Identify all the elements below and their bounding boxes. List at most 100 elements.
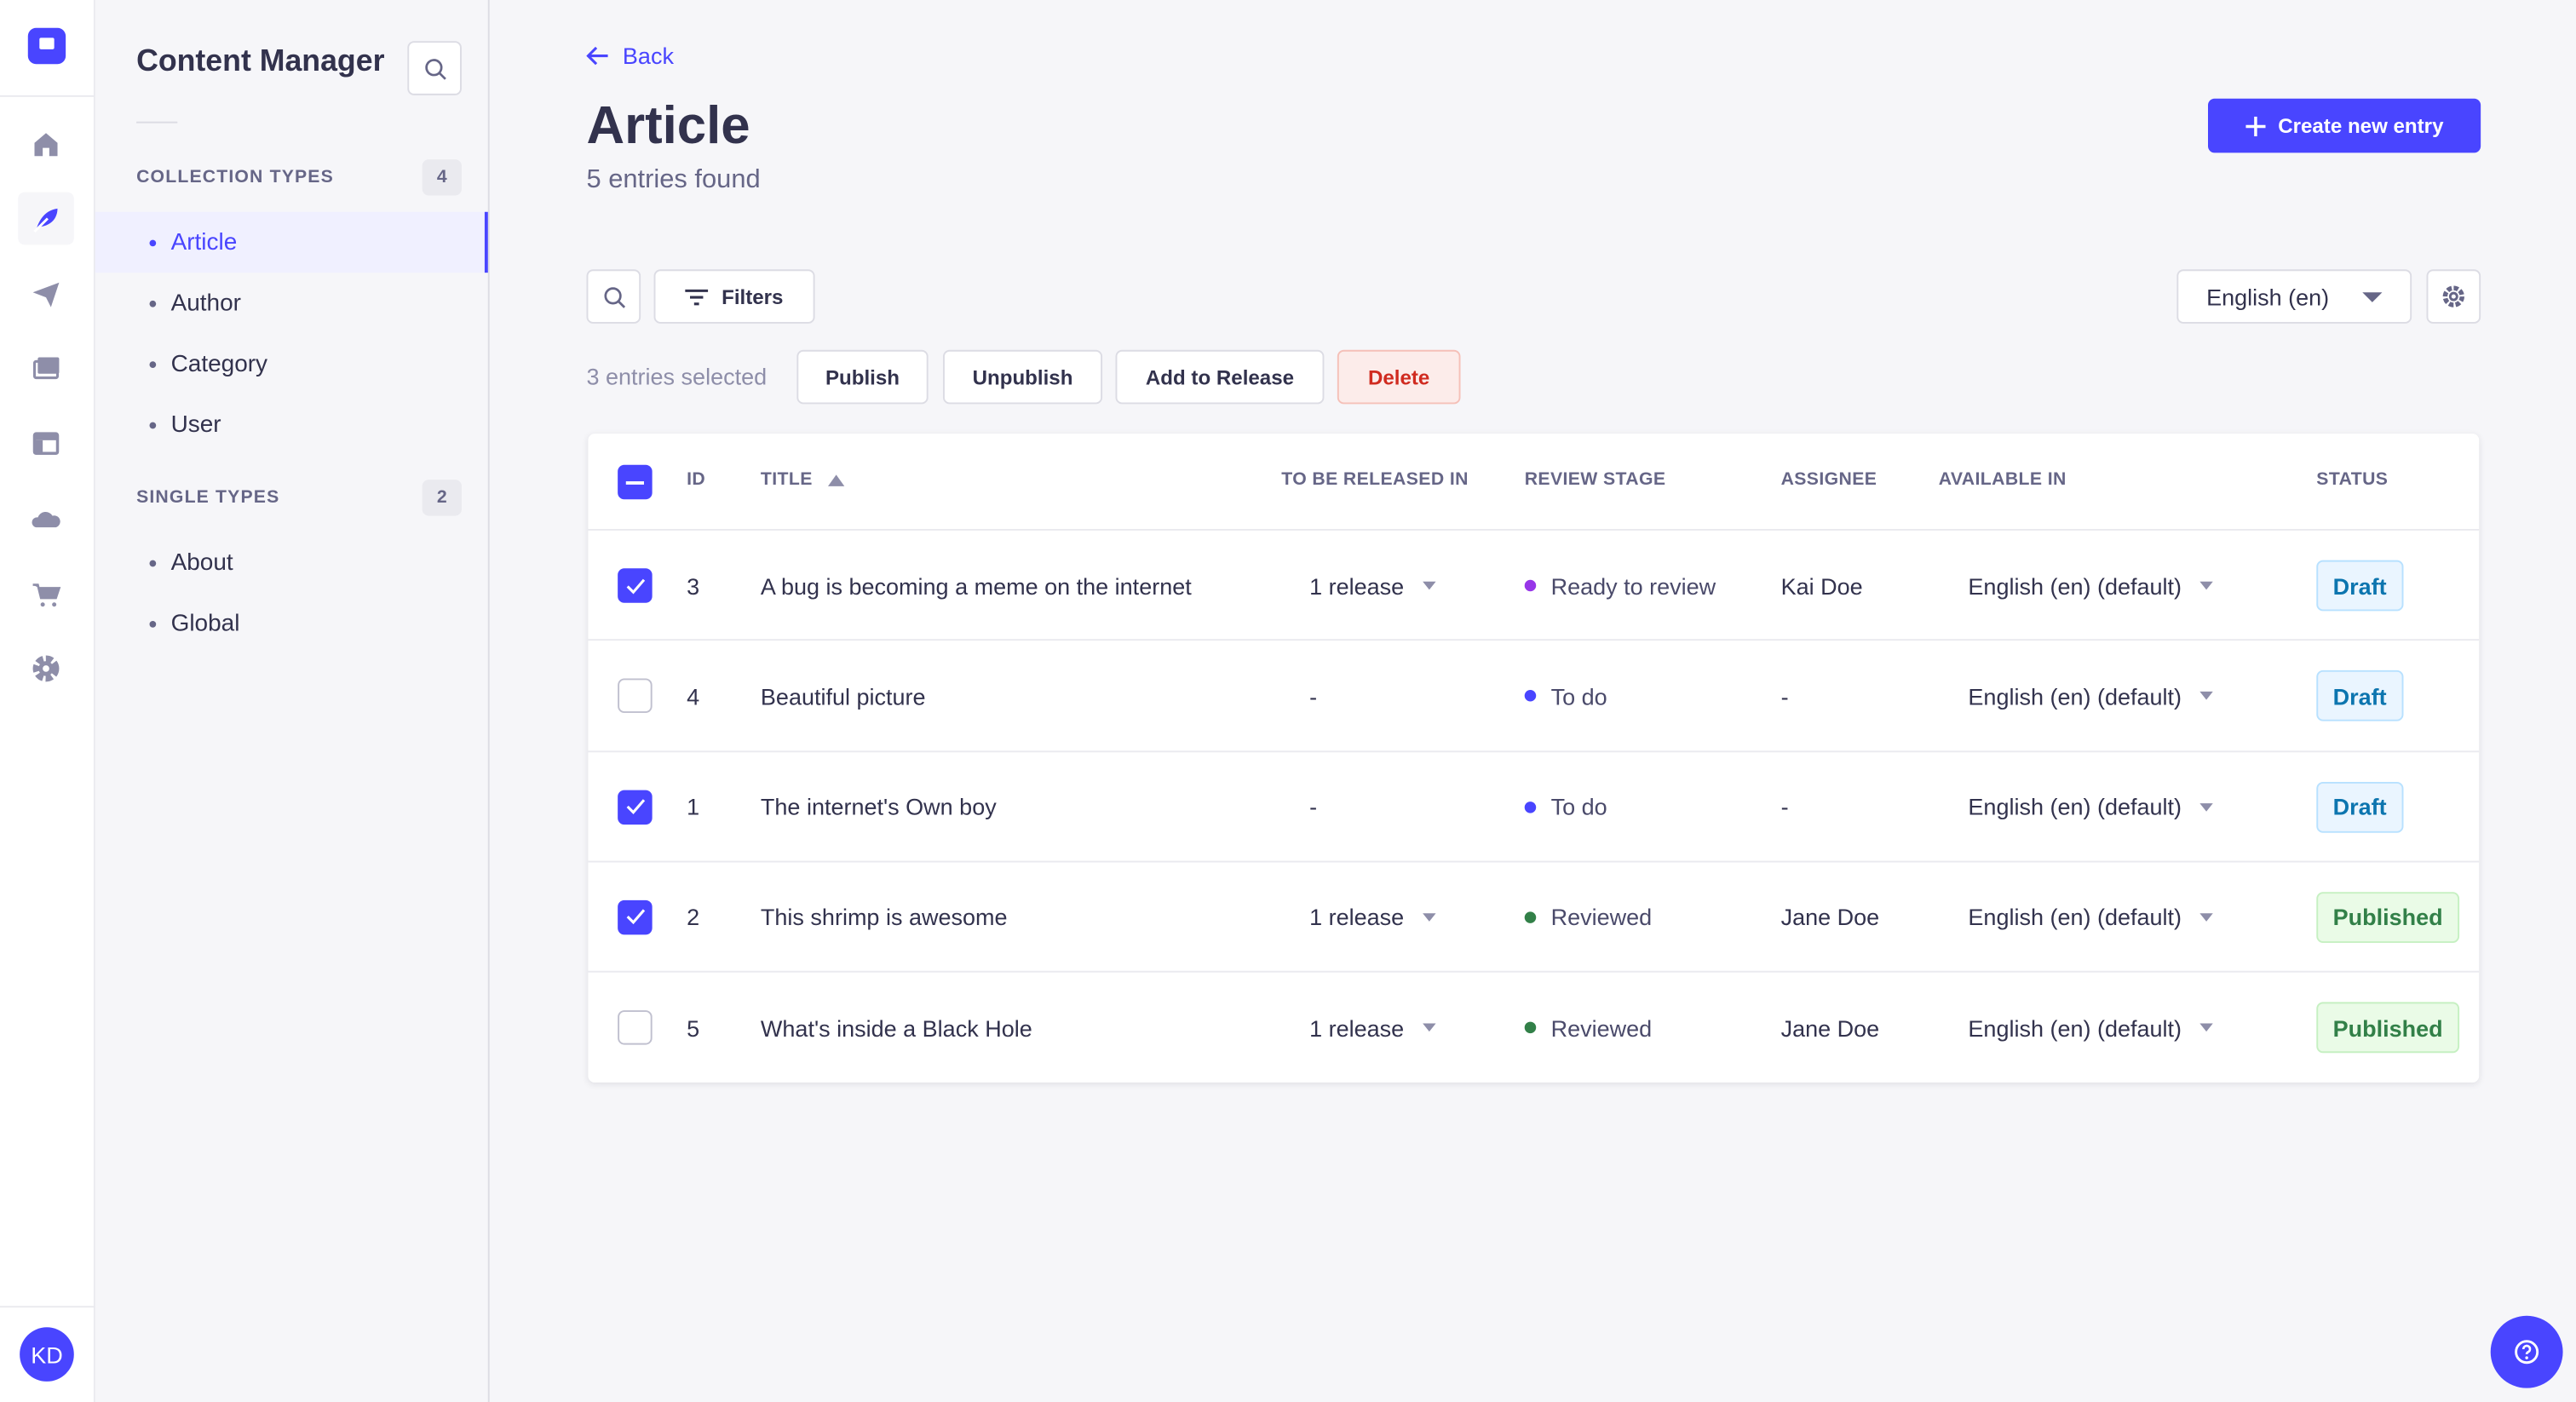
stage-label: Reviewed	[1550, 1014, 1653, 1042]
cell-review-stage: Reviewed	[1524, 862, 1652, 972]
delete-button[interactable]: Delete	[1337, 349, 1461, 405]
chevron-down-icon	[1422, 913, 1435, 922]
table-row[interactable]: 2 This shrimp is awesome 1 release Revie…	[588, 860, 2480, 972]
chevron-down-icon	[2199, 913, 2213, 922]
stage-label: Ready to review	[1550, 572, 1716, 599]
chevron-down-icon	[2199, 802, 2213, 811]
cell-title: What's inside a Black Hole	[760, 1014, 1032, 1042]
stage-dot	[1524, 579, 1537, 592]
nav-settings[interactable]	[18, 642, 74, 695]
content-manager-sidebar: Content Manager COLLECTION TYPES 4 Artic…	[95, 0, 490, 1402]
table-row[interactable]: 5 What's inside a Black Hole 1 release R…	[588, 971, 2480, 1083]
cell-release[interactable]: 1 release	[1309, 862, 1435, 972]
stage-label: To do	[1550, 682, 1607, 710]
release-value: -	[1309, 793, 1318, 820]
column-assignee[interactable]: ASSIGNEE	[1780, 469, 1877, 490]
available-value: English (en) (default)	[1968, 793, 2182, 820]
single-types-count: 2	[422, 480, 462, 516]
chevron-down-icon	[2199, 692, 2213, 701]
nav-releases[interactable]	[18, 267, 74, 320]
back-label: Back	[622, 43, 674, 69]
cell-release[interactable]: 1 release	[1309, 973, 1435, 1083]
nav-home[interactable]	[18, 118, 74, 171]
column-review-stage[interactable]: REVIEW STAGE	[1524, 469, 1666, 490]
cell-title: This shrimp is awesome	[760, 904, 1008, 931]
cell-available-in[interactable]: English (en) (default)	[1968, 862, 2213, 972]
releases-icon	[32, 282, 60, 307]
sidebar-item-author[interactable]: Author	[95, 273, 488, 334]
row-checkbox[interactable]	[618, 1010, 653, 1045]
sidebar-item-category[interactable]: Category	[95, 335, 488, 395]
search-icon	[603, 286, 625, 307]
table-row[interactable]: 1 The internet's Own boy - To do - Engli…	[588, 750, 2480, 862]
cell-assignee: -	[1780, 793, 1789, 820]
cell-available-in[interactable]: English (en) (default)	[1968, 641, 2213, 751]
list-settings-button[interactable]	[2426, 269, 2481, 324]
stage-label: To do	[1550, 793, 1607, 820]
cell-status: Draft	[2316, 641, 2403, 751]
bullet	[149, 238, 157, 246]
back-link[interactable]: Back	[586, 43, 674, 69]
avatar[interactable]: KD	[20, 1327, 74, 1382]
locale-select[interactable]: English (en)	[2176, 269, 2412, 324]
cell-id: 5	[687, 1014, 700, 1042]
cell-available-in[interactable]: English (en) (default)	[1968, 752, 2213, 862]
nav-media-library[interactable]	[18, 342, 74, 394]
nav-marketplace[interactable]	[18, 568, 74, 621]
publish-button[interactable]: Publish	[796, 349, 929, 405]
row-checkbox[interactable]	[618, 789, 653, 825]
select-all-checkbox[interactable]	[618, 464, 653, 500]
filters-button[interactable]: Filters	[653, 269, 815, 324]
cell-assignee: Jane Doe	[1780, 904, 1880, 931]
cell-release[interactable]: 1 release	[1309, 531, 1435, 641]
table-row[interactable]: 3 A bug is becoming a meme on the intern…	[588, 528, 2480, 641]
stage-dot	[1524, 801, 1537, 813]
sidebar-item-label: Author	[170, 290, 241, 317]
cell-available-in[interactable]: English (en) (default)	[1968, 531, 2213, 641]
sidebar-search-button[interactable]	[407, 41, 462, 95]
table-row[interactable]: 4 Beautiful picture - To do - English (e…	[588, 639, 2480, 751]
release-value: 1 release	[1309, 904, 1405, 931]
sidebar-item-global[interactable]: Global	[95, 594, 488, 654]
column-release: TO BE RELEASED IN	[1281, 469, 1469, 490]
help-button[interactable]	[2490, 1315, 2563, 1388]
create-entry-button[interactable]: Create new entry	[2207, 98, 2481, 153]
sidebar-item-user[interactable]: User	[95, 396, 488, 457]
cell-status: Published	[2316, 973, 2459, 1083]
add-to-release-button[interactable]: Add to Release	[1115, 349, 1325, 405]
sidebar-item-label: Article	[170, 229, 238, 256]
settings-icon	[32, 655, 60, 682]
nav-content-manager[interactable]	[18, 192, 74, 245]
main-nav: KD	[0, 0, 95, 1402]
strapi-logo[interactable]	[27, 27, 66, 65]
collection-types-count: 4	[422, 159, 462, 196]
sidebar-item-about[interactable]: About	[95, 532, 488, 593]
bullet	[149, 620, 157, 628]
row-checkbox[interactable]	[618, 568, 653, 603]
locale-value: English (en)	[2206, 283, 2330, 310]
home-icon	[34, 133, 58, 157]
content-manager-icon	[33, 208, 58, 233]
cell-available-in[interactable]: English (en) (default)	[1968, 973, 2213, 1083]
nav-content-type-builder[interactable]	[18, 417, 74, 470]
stage-dot	[1524, 1021, 1537, 1034]
column-status: STATUS	[2316, 469, 2389, 490]
bullet	[149, 361, 157, 369]
divider	[0, 1306, 95, 1308]
nav-cloud[interactable]	[18, 493, 74, 546]
cell-id: 4	[687, 682, 700, 710]
cloud-icon	[32, 511, 60, 528]
column-title[interactable]: TITLE	[761, 470, 844, 490]
gear-icon	[2442, 285, 2464, 307]
check-icon	[625, 577, 645, 594]
search-button[interactable]	[586, 269, 641, 324]
filters-label: Filters	[722, 284, 784, 308]
row-checkbox[interactable]	[618, 679, 653, 714]
cell-assignee: Kai Doe	[1780, 572, 1863, 599]
sidebar-item-article[interactable]: Article	[95, 211, 488, 273]
release-value: -	[1309, 682, 1318, 710]
cell-title: The internet's Own boy	[760, 793, 997, 820]
column-id[interactable]: ID	[687, 469, 706, 490]
unpublish-button[interactable]: Unpublish	[942, 349, 1103, 405]
row-checkbox[interactable]	[618, 899, 653, 935]
